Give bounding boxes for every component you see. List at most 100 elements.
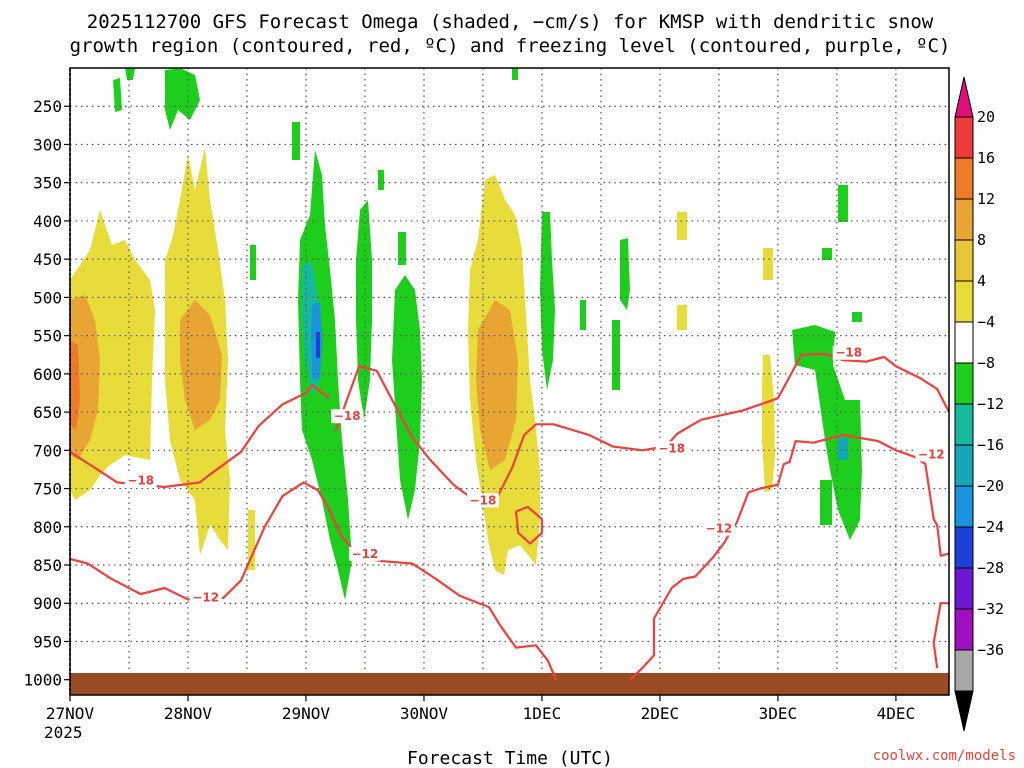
omega-area-sinking: [398, 232, 406, 265]
omega-area-sinking: [540, 212, 555, 390]
colorbar-label: −24: [977, 518, 1004, 536]
contour-label: −18: [470, 493, 497, 507]
contour-label-background: [655, 441, 688, 456]
omega-area-sinking: [820, 480, 832, 525]
y-tick-label: 450: [33, 250, 62, 269]
colorbar-label: −36: [977, 641, 1004, 659]
omega-area-sinking: [580, 300, 586, 330]
colorbar-label: −16: [977, 436, 1004, 454]
omega-area-sinking: [378, 170, 384, 190]
contour-label-background: [124, 473, 157, 488]
y-tick-label: 650: [33, 403, 62, 422]
y-axis-pressure-ticks: 250 300 350 400 450 500 550 600 650 700 750 800 850 9…: [23, 97, 70, 690]
contour-line-minus18: [69, 384, 331, 489]
omega-area-rising-3dec: [762, 355, 775, 492]
contour-label: −12: [706, 522, 733, 536]
omega-area-sinking: [356, 200, 372, 420]
omega-area-small: [763, 248, 773, 280]
omega-area-sinking: [125, 68, 135, 80]
colorbar-swatch: [954, 567, 974, 610]
colorbar-label: 16: [977, 149, 995, 167]
x-tick-label: 2DEC: [641, 704, 680, 723]
contour-label-background: [466, 493, 499, 508]
contour-line-minus18: [334, 352, 950, 504]
colorbar-label: −28: [977, 559, 1004, 577]
y-tick-label: 1000: [23, 671, 62, 690]
x-axis-title: Forecast Time (UTC): [407, 748, 613, 768]
colorbar-swatch: [954, 321, 974, 364]
omega-area-sinking: [612, 320, 620, 390]
omega-area-sinking: [822, 248, 832, 260]
contour-label: −18: [334, 409, 361, 423]
omega-area-sinking: [250, 245, 256, 280]
chart-title-line-2: growth region (contoured, red, ºC) and f…: [70, 35, 951, 57]
omega-area-sinking: [852, 312, 862, 322]
y-tick-label: 900: [33, 594, 62, 613]
colorbar-swatch: [954, 362, 974, 405]
colorbar-label: 8: [977, 231, 986, 249]
omega-area-sinking: [792, 325, 862, 540]
omega-area-moderate: [180, 300, 222, 430]
plot-frame: [69, 67, 950, 696]
source-credit: coolwx.com/models: [873, 748, 1016, 764]
x-axis-year-label: 2025: [44, 723, 83, 742]
contour-label-background: [915, 447, 948, 462]
contour-label: −18: [835, 346, 862, 360]
omega-area-sinking: [620, 238, 630, 310]
x-axis-time-ticks: 27NOV 28NOV 29NOV 30NOV 1DEC 2DEC 3DEC 4DEC: [46, 695, 915, 723]
y-tick-label: 700: [33, 441, 62, 460]
omega-area-sinking: [392, 275, 422, 520]
y-tick-label: 750: [33, 480, 62, 499]
colorbar-label: −20: [977, 477, 1004, 495]
y-tick-label: 950: [33, 632, 62, 651]
contour-label: −12: [192, 590, 219, 604]
colorbar-label: 12: [977, 190, 995, 208]
chart-title-line-1: 2025112700 GFS Forecast Omega (shaded, −…: [87, 11, 934, 33]
dgz-contour-labels: −18 −18 −18 −18 −18 −12 −12 −12 −12: [124, 345, 948, 605]
colorbar-label: 20: [977, 108, 995, 126]
ground-surface: [70, 673, 949, 695]
contour-line-minus12: [629, 433, 950, 681]
contour-label: −18: [658, 441, 685, 455]
contour-line-minus18: [514, 505, 543, 545]
omega-area-sinking-moderate: [838, 438, 848, 460]
colorbar-bottom-triangle: [954, 690, 974, 732]
y-tick-label: 800: [33, 518, 62, 537]
y-tick-label: 550: [33, 327, 62, 346]
x-tick-label: 4DEC: [877, 704, 916, 723]
omega-area-small: [677, 212, 687, 240]
omega-area-sinking: [512, 68, 518, 80]
omega-area-moderate: [476, 300, 518, 470]
omega-area-strong: [70, 340, 80, 430]
omega-colorbar: 20 16 12 8 4 −4 −8 −12 −16 −20 −24 −28 −32 −36: [954, 76, 1004, 732]
omega-area-sinking-very-strong: [316, 332, 320, 358]
contour-label-background: [702, 521, 735, 536]
colorbar-top-triangle: [954, 76, 974, 118]
y-tick-label: 250: [33, 97, 62, 116]
colorbar-swatch: [954, 239, 974, 282]
gridlines: [70, 68, 949, 695]
contour-line-minus12: [932, 602, 949, 669]
y-tick-label: 850: [33, 556, 62, 575]
colorbar-swatch: [954, 608, 974, 651]
omega-area-sinking: [165, 68, 200, 130]
colorbar-label: −4: [977, 313, 995, 331]
omega-area-sinking: [838, 185, 848, 222]
contour-label-background: [832, 345, 865, 360]
contour-label-background: [348, 546, 381, 561]
x-tick-label: 27NOV: [46, 704, 95, 723]
colorbar-swatch: [954, 403, 974, 446]
colorbar-label: −12: [977, 395, 1004, 413]
colorbar-swatch: [954, 649, 974, 692]
x-tick-label: 1DEC: [523, 704, 562, 723]
colorbar-swatch: [954, 280, 974, 323]
x-tick-label: 28NOV: [164, 704, 213, 723]
colorbar-swatch: [954, 157, 974, 200]
x-tick-label: 3DEC: [759, 704, 798, 723]
y-tick-label: 400: [33, 212, 62, 231]
omega-area-sinking: [113, 78, 122, 112]
y-tick-label: 350: [33, 174, 62, 193]
colorbar-swatch: [954, 444, 974, 487]
colorbar-label: −8: [977, 354, 995, 372]
